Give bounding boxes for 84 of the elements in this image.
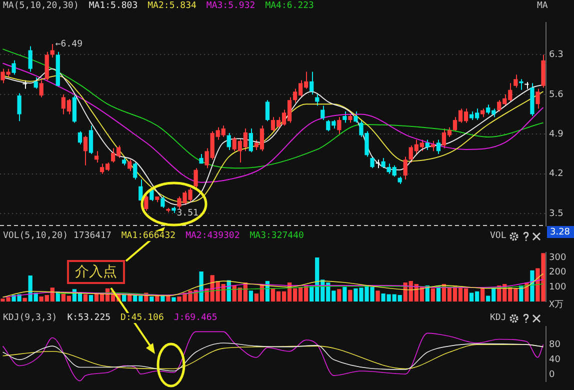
- candlestick: [28, 46, 32, 72]
- ref-line-label: 3.28: [550, 227, 570, 238]
- text: K:53.225: [67, 313, 111, 323]
- annotation: 3.51: [176, 208, 198, 218]
- text: MA1:666432: [121, 231, 176, 241]
- chart-title: KDJ(9,3,3): [3, 313, 58, 323]
- text: MA4:6.223: [265, 1, 314, 11]
- bar: [348, 290, 352, 302]
- y-tick-label: 300: [549, 252, 566, 263]
- bar: [519, 285, 524, 302]
- candlestick: [12, 60, 16, 76]
- candlestick: [88, 125, 94, 154]
- candlestick: [50, 43, 54, 58]
- candlestick: [436, 139, 441, 154]
- series-label: J:69.465: [174, 313, 218, 323]
- text: MA1:5.803: [88, 1, 138, 11]
- candlestick: [78, 130, 82, 145]
- candlestick: [354, 110, 358, 124]
- text: MA2:439302: [186, 231, 240, 241]
- candlestick: [315, 94, 320, 106]
- y-tick-label: 6.3: [549, 50, 564, 60]
- y-tick-label: 100: [549, 282, 566, 292]
- text: MA3:5.932: [206, 1, 256, 11]
- candlestick: [403, 156, 408, 180]
- y-tick-label: 200: [549, 268, 566, 278]
- annotation: 介入点: [67, 260, 125, 284]
- candlestick: [370, 156, 374, 169]
- candlestick: [128, 159, 132, 172]
- line-series: [2, 331, 544, 382]
- candlestick: [337, 116, 342, 135]
- annotation: ←6.49: [55, 39, 82, 50]
- bar: [248, 290, 254, 302]
- candlestick: [265, 100, 270, 122]
- bar: [160, 296, 165, 302]
- chart-title: MA(5,10,20,30): [3, 1, 79, 11]
- bar: [337, 289, 342, 302]
- y-tick-label: 3.5: [549, 208, 564, 219]
- text: MA3:327440: [250, 231, 304, 241]
- candlestick: [226, 132, 231, 151]
- candlestick: [133, 162, 138, 180]
- candlestick: [320, 105, 325, 120]
- y-tick-label: 5.6: [549, 90, 564, 100]
- bar: [83, 294, 88, 302]
- line-series: [2, 279, 544, 298]
- y-tick-label: 40: [549, 355, 561, 366]
- line-series: [2, 62, 544, 183]
- y-tick-label: 0: [549, 370, 555, 380]
- bar: [342, 286, 347, 302]
- candlestick: [160, 194, 165, 208]
- chart-title: VOL(5,10,20) 1736417: [3, 231, 112, 241]
- candlestick: [381, 157, 386, 169]
- candlestick: [39, 80, 44, 98]
- y-tick-label: 4.9: [549, 129, 564, 140]
- bar: [376, 290, 380, 302]
- candlestick: [519, 78, 524, 90]
- bar: [199, 271, 204, 302]
- bar: [150, 296, 154, 302]
- bar: [22, 298, 27, 302]
- y-axis-title: X万: [549, 299, 564, 311]
- candlestick: [17, 92, 22, 122]
- candlestick: [144, 194, 148, 212]
- text: MA2:5.834: [148, 1, 196, 11]
- candlestick: [425, 139, 430, 151]
- bar: [172, 297, 176, 302]
- candlestick: [194, 168, 198, 188]
- y-tick-label: 4.2: [549, 169, 564, 180]
- text: MA: [537, 1, 548, 11]
- text: KDJ: [490, 313, 506, 323]
- y-tick-label: 80: [549, 340, 561, 350]
- bar: [88, 294, 94, 302]
- line-series: [2, 48, 544, 169]
- candlestick: [34, 76, 38, 90]
- candlestick: [248, 128, 254, 153]
- candlestick: [342, 110, 347, 124]
- text: D:45.106: [120, 313, 164, 323]
- bar: [530, 270, 534, 302]
- candlestick: [83, 135, 88, 166]
- candlestick: [536, 88, 540, 110]
- candlestick: [94, 150, 99, 163]
- candlestick: [514, 74, 518, 88]
- bar: [480, 288, 485, 302]
- candlestick: [310, 71, 314, 95]
- text: VOL: [490, 231, 506, 241]
- bar: [430, 288, 436, 302]
